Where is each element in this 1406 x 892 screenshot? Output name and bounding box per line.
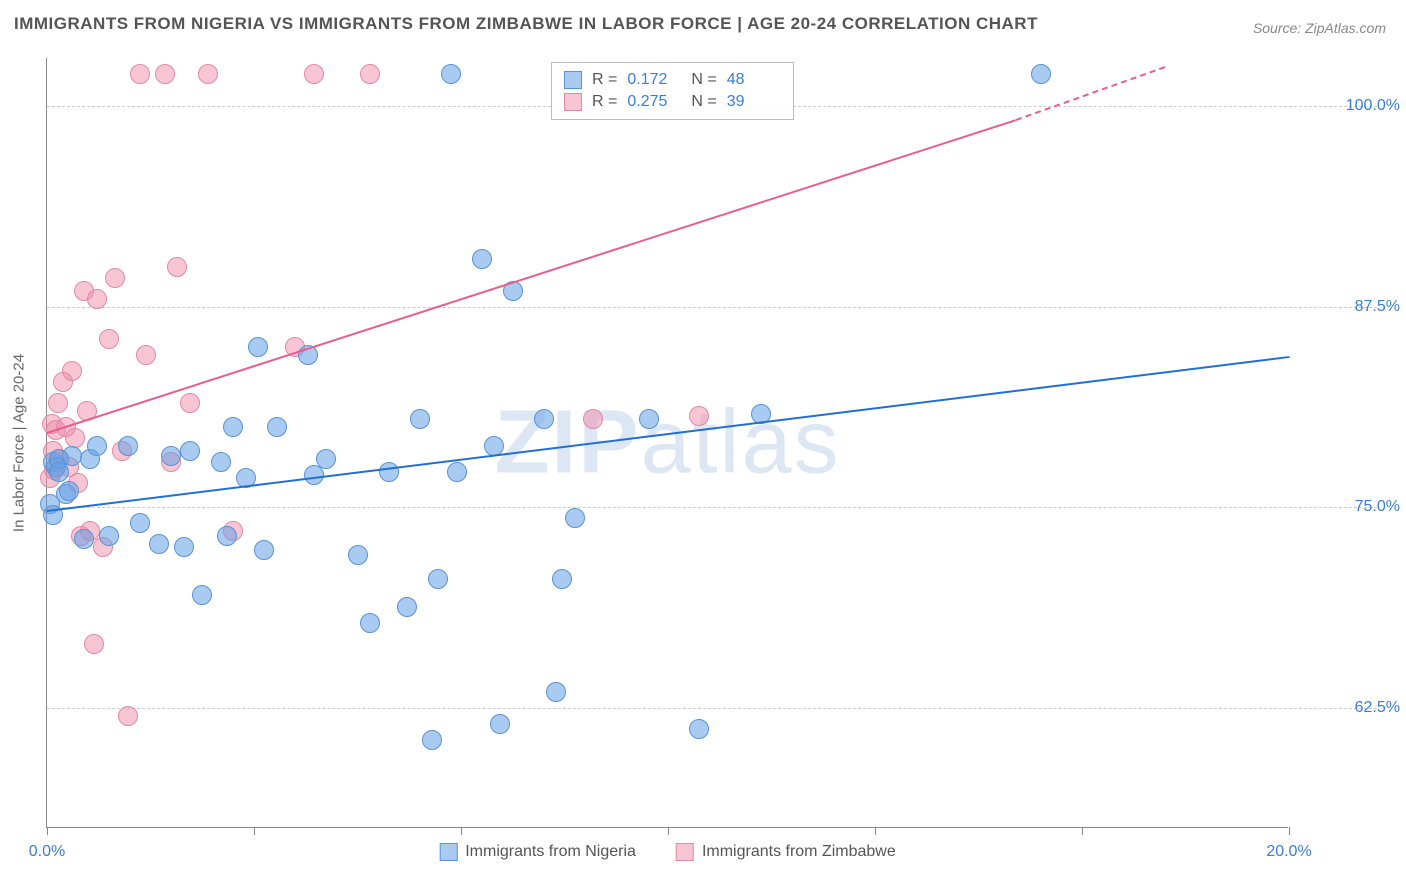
scatter-point-nigeria bbox=[223, 417, 243, 437]
scatter-point-nigeria bbox=[62, 446, 82, 466]
scatter-point-nigeria bbox=[565, 508, 585, 528]
x-tick bbox=[668, 827, 669, 835]
scatter-point-nigeria bbox=[490, 714, 510, 734]
scatter-point-zimbabwe bbox=[198, 64, 218, 84]
scatter-point-zimbabwe bbox=[84, 634, 104, 654]
gridline bbox=[47, 307, 1377, 308]
legend-swatch-1 bbox=[439, 843, 457, 861]
scatter-point-nigeria bbox=[552, 569, 572, 589]
y-tick-label: 75.0% bbox=[1310, 498, 1400, 516]
x-tick-label: 0.0% bbox=[29, 843, 65, 861]
x-tick bbox=[875, 827, 876, 835]
scatter-point-nigeria bbox=[254, 540, 274, 560]
scatter-point-nigeria bbox=[130, 513, 150, 533]
y-tick-label: 100.0% bbox=[1310, 97, 1400, 115]
x-tick bbox=[254, 827, 255, 835]
watermark: ZIPatlas bbox=[494, 391, 840, 494]
scatter-point-zimbabwe bbox=[304, 64, 324, 84]
scatter-point-nigeria bbox=[379, 462, 399, 482]
x-tick bbox=[47, 827, 48, 835]
x-tick bbox=[1082, 827, 1083, 835]
scatter-point-zimbabwe bbox=[65, 428, 85, 448]
scatter-point-zimbabwe bbox=[87, 289, 107, 309]
scatter-point-nigeria bbox=[348, 545, 368, 565]
scatter-point-nigeria bbox=[447, 462, 467, 482]
legend-label-2: Immigrants from Zimbabwe bbox=[702, 843, 896, 861]
scatter-point-zimbabwe bbox=[583, 409, 603, 429]
scatter-point-nigeria bbox=[1031, 64, 1051, 84]
bottom-legend: Immigrants from Nigeria Immigrants from … bbox=[439, 843, 896, 861]
scatter-point-nigeria bbox=[49, 462, 69, 482]
scatter-point-nigeria bbox=[546, 682, 566, 702]
stats-row-2: R = 0.275 N = 39 bbox=[564, 91, 781, 113]
scatter-point-zimbabwe bbox=[155, 64, 175, 84]
scatter-point-zimbabwe bbox=[48, 393, 68, 413]
stats-row-1: R = 0.172 N = 48 bbox=[564, 69, 781, 91]
chart-title: IMMIGRANTS FROM NIGERIA VS IMMIGRANTS FR… bbox=[14, 14, 1038, 34]
scatter-point-zimbabwe bbox=[360, 64, 380, 84]
swatch-series1 bbox=[564, 71, 582, 89]
x-tick-label: 20.0% bbox=[1266, 843, 1311, 861]
scatter-point-nigeria bbox=[74, 529, 94, 549]
swatch-series2 bbox=[564, 93, 582, 111]
scatter-point-nigeria bbox=[360, 613, 380, 633]
scatter-point-nigeria bbox=[441, 64, 461, 84]
scatter-point-nigeria bbox=[161, 446, 181, 466]
scatter-point-nigeria bbox=[174, 537, 194, 557]
scatter-point-zimbabwe bbox=[180, 393, 200, 413]
scatter-point-nigeria bbox=[397, 597, 417, 617]
legend-item-2: Immigrants from Zimbabwe bbox=[676, 843, 896, 861]
scatter-point-zimbabwe bbox=[689, 406, 709, 426]
scatter-point-nigeria bbox=[428, 569, 448, 589]
y-axis-label: In Labor Force | Age 20-24 bbox=[11, 353, 28, 531]
scatter-point-nigeria bbox=[472, 249, 492, 269]
scatter-point-nigeria bbox=[639, 409, 659, 429]
scatter-point-nigeria bbox=[689, 719, 709, 739]
scatter-point-nigeria bbox=[180, 441, 200, 461]
gridline bbox=[47, 507, 1377, 508]
scatter-point-nigeria bbox=[118, 436, 138, 456]
scatter-point-nigeria bbox=[422, 730, 442, 750]
gridline bbox=[47, 708, 1377, 709]
scatter-point-nigeria bbox=[410, 409, 430, 429]
scatter-point-nigeria bbox=[87, 436, 107, 456]
scatter-point-nigeria bbox=[192, 585, 212, 605]
x-tick bbox=[1289, 827, 1290, 835]
scatter-point-zimbabwe bbox=[62, 361, 82, 381]
scatter-point-zimbabwe bbox=[118, 706, 138, 726]
source-label: Source: ZipAtlas.com bbox=[1253, 20, 1386, 36]
x-tick bbox=[461, 827, 462, 835]
y-tick-label: 62.5% bbox=[1310, 699, 1400, 717]
trendline-zimbabwe bbox=[47, 119, 1016, 434]
scatter-point-nigeria bbox=[149, 534, 169, 554]
scatter-point-zimbabwe bbox=[105, 268, 125, 288]
stats-box: R = 0.172 N = 48 R = 0.275 N = 39 bbox=[551, 62, 794, 120]
scatter-point-nigeria bbox=[267, 417, 287, 437]
scatter-point-nigeria bbox=[59, 481, 79, 501]
y-tick-label: 87.5% bbox=[1310, 298, 1400, 316]
scatter-point-nigeria bbox=[534, 409, 554, 429]
scatter-point-nigeria bbox=[248, 337, 268, 357]
scatter-point-nigeria bbox=[316, 449, 336, 469]
scatter-point-zimbabwe bbox=[167, 257, 187, 277]
scatter-point-zimbabwe bbox=[99, 329, 119, 349]
scatter-point-zimbabwe bbox=[136, 345, 156, 365]
legend-label-1: Immigrants from Nigeria bbox=[465, 843, 636, 861]
scatter-point-nigeria bbox=[217, 526, 237, 546]
plot-area: ZIPatlas 62.5%75.0%87.5%100.0%0.0%20.0% … bbox=[46, 58, 1288, 828]
legend-swatch-2 bbox=[676, 843, 694, 861]
scatter-point-nigeria bbox=[99, 526, 119, 546]
scatter-point-zimbabwe bbox=[130, 64, 150, 84]
scatter-point-nigeria bbox=[211, 452, 231, 472]
legend-item-1: Immigrants from Nigeria bbox=[439, 843, 636, 861]
